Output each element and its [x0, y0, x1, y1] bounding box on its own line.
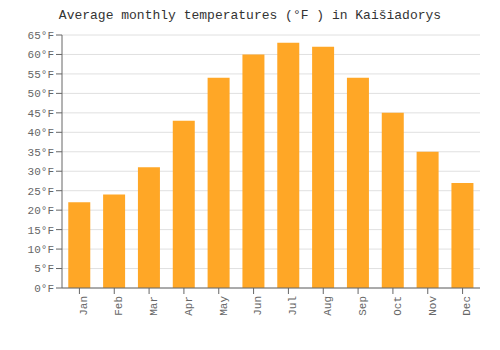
- svg-text:Sep: Sep: [357, 296, 369, 316]
- svg-text:Mar: Mar: [148, 296, 160, 316]
- svg-text:30°F: 30°F: [28, 166, 54, 178]
- svg-text:5°F: 5°F: [34, 263, 54, 275]
- svg-text:Apr: Apr: [183, 296, 195, 316]
- svg-text:0°F: 0°F: [34, 283, 54, 295]
- svg-text:15°F: 15°F: [28, 225, 54, 237]
- svg-text:45°F: 45°F: [28, 108, 54, 120]
- svg-text:60°F: 60°F: [28, 49, 54, 61]
- svg-text:May: May: [218, 296, 230, 316]
- svg-text:Aug: Aug: [322, 296, 334, 316]
- html-text:Average monthly temperatures (: Average monthly temperatures (°F ) in Ka…: [58, 8, 442, 23]
- svg-text:Jan: Jan: [78, 296, 90, 316]
- svg-text:Oct: Oct: [392, 296, 404, 316]
- svg-text:35°F: 35°F: [28, 147, 54, 159]
- svg-text:Feb: Feb: [113, 296, 125, 316]
- svg-text:50°F: 50°F: [28, 88, 54, 100]
- svg-text:55°F: 55°F: [28, 69, 54, 81]
- svg-text:Nov: Nov: [427, 296, 439, 316]
- svg-text:Dec: Dec: [461, 296, 473, 316]
- svg-text:20°F: 20°F: [28, 205, 54, 217]
- svg-text:Jun: Jun: [252, 296, 264, 316]
- svg-text:25°F: 25°F: [28, 186, 54, 198]
- svg-text:10°F: 10°F: [28, 244, 54, 256]
- svg-text:65°F: 65°F: [28, 30, 54, 42]
- svg-text:Jul: Jul: [287, 296, 299, 316]
- svg-text:40°F: 40°F: [28, 127, 54, 139]
